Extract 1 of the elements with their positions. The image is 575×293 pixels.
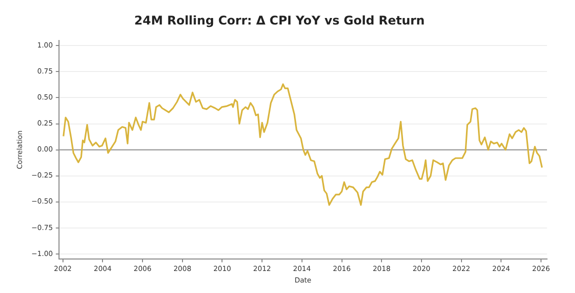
chart-title: 24M Rolling Corr: Δ CPI YoY vs Gold Return bbox=[134, 13, 425, 28]
